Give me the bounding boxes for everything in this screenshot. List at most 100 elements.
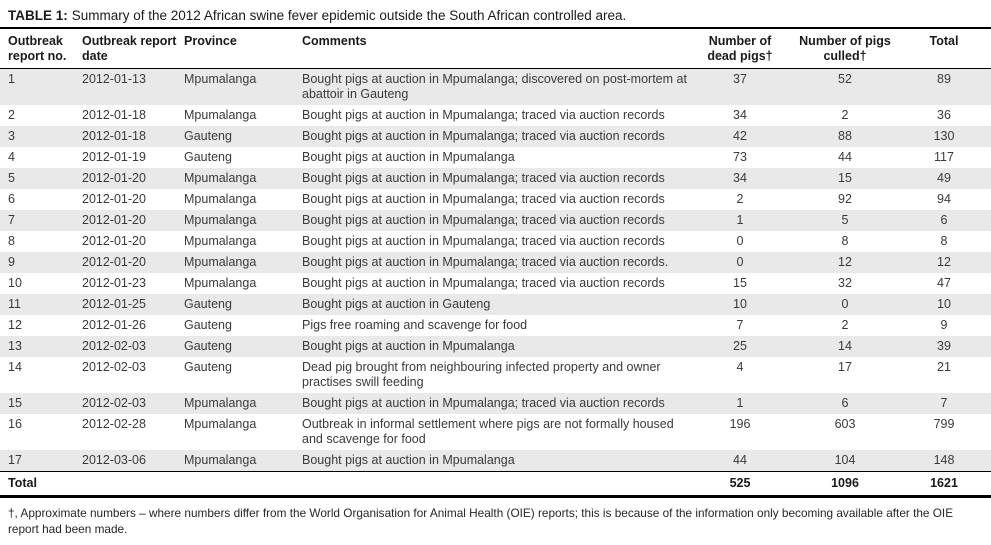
cell-outbreak-report-date: 2012-03-06	[82, 450, 184, 472]
col-header-outbreak-report-no: Outbreak report no.	[0, 29, 82, 69]
cell-outbreak-report-date: 2012-01-20	[82, 192, 146, 206]
cell-comments: Bought pigs at auction in Mpumalanga; di…	[302, 68, 693, 105]
col-header-comments: Comments	[302, 29, 693, 69]
cell-outbreak-report-date: 2012-01-13	[82, 68, 184, 105]
cell-province: Mpumalanga	[184, 393, 302, 414]
cell-outbreak-report-no: 3	[0, 126, 82, 147]
cell-number-dead-pigs: 0	[693, 252, 793, 273]
table-row: 2 2012-01-18 Mpumalanga Bought pigs at a…	[0, 105, 991, 126]
col-header-total: Total	[903, 29, 991, 69]
cell-province: Mpumalanga	[184, 276, 257, 290]
cell-total: 12	[903, 252, 991, 273]
cell-number-pigs-culled: 44	[838, 150, 852, 164]
cell-number-pigs-culled: 52	[793, 68, 903, 105]
cell-number-pigs-culled: 17	[838, 360, 852, 374]
cell-province: Mpumalanga	[184, 108, 257, 122]
cell-outbreak-report-date: 2012-01-20	[82, 234, 146, 248]
cell-comments: Bought pigs at auction in Mpumalanga	[302, 450, 693, 472]
total-row: Total 525 1096 1621	[0, 471, 991, 498]
cell-number-pigs-culled: 0	[793, 294, 903, 315]
table-row: 5 2012-01-20 Mpumalanga Bought pigs at a…	[0, 168, 991, 189]
cell-province: Mpumalanga	[184, 68, 302, 105]
cell-province: Mpumalanga	[184, 192, 257, 206]
cell-number-pigs-culled: 12	[793, 252, 903, 273]
table-title: TABLE 1: Summary of the 2012 African swin…	[0, 0, 991, 29]
cell-comments: Bought pigs at auction in Mpumalanga; tr…	[302, 168, 693, 189]
cell-outbreak-report-no: 4	[8, 150, 15, 164]
cell-total: 36	[937, 108, 951, 122]
cell-outbreak-report-date: 2012-02-28	[82, 417, 146, 431]
cell-number-dead-pigs: 2	[736, 192, 744, 206]
cell-number-dead-pigs: 15	[733, 276, 747, 290]
table-row: 13 2012-02-03 Gauteng Bought pigs at auc…	[0, 336, 991, 357]
cell-total: 148	[903, 450, 991, 472]
cell-outbreak-report-no: 1	[0, 68, 82, 105]
cell-outbreak-report-no: 13	[0, 336, 82, 357]
cell-total: 8	[940, 234, 948, 248]
cell-outbreak-report-date: 2012-01-18	[82, 126, 184, 147]
col-header-number-pigs-culled: Number of pigs culled†	[793, 29, 903, 69]
cell-outbreak-report-no: 9	[0, 252, 82, 273]
cell-number-dead-pigs: 10	[693, 294, 793, 315]
cell-number-dead-pigs: 4	[736, 360, 744, 374]
cell-comments: Bought pigs at auction in Mpumalanga; tr…	[302, 210, 693, 231]
cell-number-dead-pigs: 42	[693, 126, 793, 147]
cell-number-pigs-culled: 2	[841, 318, 849, 332]
cell-province: Mpumalanga	[184, 252, 302, 273]
cell-total: 47	[937, 276, 951, 290]
cell-comments: Bought pigs at auction in Mpumalanga	[302, 150, 515, 164]
total-dead-pigs: 525	[693, 471, 793, 498]
cell-province: Gauteng	[184, 294, 302, 315]
cell-outbreak-report-no: 16	[8, 417, 22, 431]
total-overall: 1621	[903, 471, 991, 498]
cell-number-pigs-culled: 88	[793, 126, 903, 147]
cell-comments: Bought pigs at auction in Mpumalanga	[302, 336, 693, 357]
table-row: 4 2012-01-19 Gauteng Bought pigs at auct…	[0, 147, 991, 168]
cell-outbreak-report-date: 2012-02-03	[82, 360, 146, 374]
cell-number-dead-pigs: 44	[693, 450, 793, 472]
cell-comments: Bought pigs at auction in Mpumalanga; tr…	[302, 126, 693, 147]
cell-outbreak-report-no: 17	[0, 450, 82, 472]
table-row: 14 2012-02-03 Gauteng Dead pig brought f…	[0, 357, 991, 393]
cell-number-dead-pigs: 37	[693, 68, 793, 105]
cell-outbreak-report-no: 12	[8, 318, 22, 332]
cell-total: 89	[903, 68, 991, 105]
table-row: 15 2012-02-03 Mpumalanga Bought pigs at …	[0, 393, 991, 414]
cell-province: Gauteng	[184, 360, 232, 374]
cell-number-pigs-culled: 15	[793, 168, 903, 189]
cell-number-pigs-culled: 5	[793, 210, 903, 231]
table-row: 10 2012-01-23 Mpumalanga Bought pigs at …	[0, 273, 991, 294]
table-number-label: TABLE 1:	[8, 8, 68, 23]
table-row: 6 2012-01-20 Mpumalanga Bought pigs at a…	[0, 189, 991, 210]
cell-province: Gauteng	[184, 318, 232, 332]
cell-total: 9	[940, 318, 948, 332]
col-header-province: Province	[184, 29, 302, 69]
cell-outbreak-report-date: 2012-01-23	[82, 276, 146, 290]
cell-number-dead-pigs: 1	[693, 393, 793, 414]
cell-outbreak-report-date: 2012-02-03	[82, 336, 184, 357]
cell-outbreak-report-no: 7	[0, 210, 82, 231]
cell-comments: Pigs free roaming and scavenge for food	[302, 318, 528, 332]
cell-outbreak-report-date: 2012-01-20	[82, 252, 184, 273]
cell-province: Gauteng	[184, 150, 232, 164]
cell-outbreak-report-date: 2012-01-26	[82, 318, 146, 332]
cell-number-dead-pigs: 34	[693, 168, 793, 189]
cell-outbreak-report-no: 5	[0, 168, 82, 189]
table-row: 1 2012-01-13 Mpumalanga Bought pigs at a…	[0, 68, 991, 105]
cell-outbreak-report-no: 2	[8, 108, 15, 122]
cell-outbreak-report-no: 11	[0, 294, 82, 315]
total-row-empty-comments	[302, 471, 693, 498]
cell-number-pigs-culled: 32	[838, 276, 852, 290]
cell-province: Mpumalanga	[184, 417, 257, 431]
cell-province: Mpumalanga	[184, 450, 302, 472]
cell-province: Gauteng	[184, 126, 302, 147]
cell-number-dead-pigs: 34	[733, 108, 747, 122]
cell-outbreak-report-date: 2012-01-19	[82, 150, 146, 164]
cell-number-dead-pigs: 7	[736, 318, 744, 332]
cell-comments: Bought pigs at auction in Mpumalanga; tr…	[302, 276, 665, 290]
cell-province: Mpumalanga	[184, 168, 302, 189]
cell-number-dead-pigs: 1	[693, 210, 793, 231]
table-row: 16 2012-02-28 Mpumalanga Outbreak in inf…	[0, 414, 991, 450]
cell-total: 799	[933, 417, 955, 431]
